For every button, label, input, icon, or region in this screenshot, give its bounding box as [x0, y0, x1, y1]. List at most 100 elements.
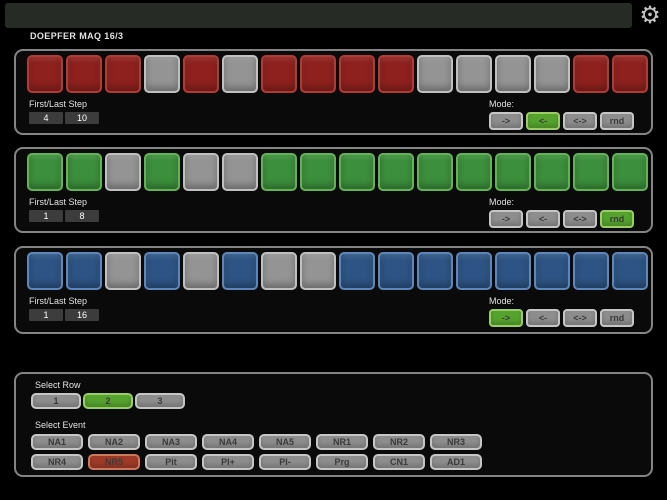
- row-3-step-16[interactable]: [612, 252, 648, 290]
- row-1-step-1[interactable]: [27, 55, 63, 93]
- mode-group: Mode: -> <- <-> rnd: [489, 99, 634, 130]
- row-1-step-4[interactable]: [144, 55, 180, 93]
- row-3-step-10[interactable]: [378, 252, 414, 290]
- row-2-mode-->-button[interactable]: ->: [489, 210, 523, 228]
- last-step-value[interactable]: 8: [65, 210, 99, 222]
- event-NA4-button[interactable]: NA4: [202, 434, 254, 450]
- row-2-step-13[interactable]: [495, 153, 531, 191]
- row-1-step-10[interactable]: [378, 55, 414, 93]
- row-3-step-15[interactable]: [573, 252, 609, 290]
- row-1-step-9[interactable]: [339, 55, 375, 93]
- event-NA3-button[interactable]: NA3: [145, 434, 197, 450]
- first-step-value[interactable]: 1: [29, 309, 63, 321]
- first-last-label: First/Last Step: [29, 197, 88, 207]
- row-3-mode-<--button[interactable]: <-: [526, 309, 560, 327]
- row-3-step-3[interactable]: [105, 252, 141, 290]
- row-1-mode-<->-button[interactable]: <->: [563, 112, 597, 130]
- row-1-step-3[interactable]: [105, 55, 141, 93]
- row-3-step-5[interactable]: [183, 252, 219, 290]
- app-title: DOEPFER MAQ 16/3: [30, 31, 124, 41]
- row-2-step-11[interactable]: [417, 153, 453, 191]
- step-grid: [27, 153, 648, 191]
- event-NA5-button[interactable]: NA5: [259, 434, 311, 450]
- row-3-step-12[interactable]: [456, 252, 492, 290]
- event-Prg-button[interactable]: Prg: [316, 454, 368, 470]
- row-1-step-8[interactable]: [300, 55, 336, 93]
- row-2-step-5[interactable]: [183, 153, 219, 191]
- event-NR4-button[interactable]: NR4: [31, 454, 83, 470]
- step-grid: [27, 55, 648, 93]
- event-Pit-button[interactable]: Pit: [145, 454, 197, 470]
- row-1-step-6[interactable]: [222, 55, 258, 93]
- mode-label: Mode:: [489, 296, 515, 306]
- row-1-step-7[interactable]: [261, 55, 297, 93]
- event-NA2-button[interactable]: NA2: [88, 434, 140, 450]
- settings-button[interactable]: ⚙: [635, 0, 665, 30]
- row-1-step-16[interactable]: [612, 55, 648, 93]
- event-NR3-button[interactable]: NR3: [430, 434, 482, 450]
- row-2-step-3[interactable]: [105, 153, 141, 191]
- row-3-mode-<->-button[interactable]: <->: [563, 309, 597, 327]
- row-1-step-11[interactable]: [417, 55, 453, 93]
- row-2-step-1[interactable]: [27, 153, 63, 191]
- row-2-mode-<--button[interactable]: <-: [526, 210, 560, 228]
- event-NR1-button[interactable]: NR1: [316, 434, 368, 450]
- row-1-step-12[interactable]: [456, 55, 492, 93]
- row-1-step-2[interactable]: [66, 55, 102, 93]
- row-3-step-6[interactable]: [222, 252, 258, 290]
- row-3-step-11[interactable]: [417, 252, 453, 290]
- row-3-mode-->-button[interactable]: ->: [489, 309, 523, 327]
- row-3-step-7[interactable]: [261, 252, 297, 290]
- row-3-step-14[interactable]: [534, 252, 570, 290]
- row-1-step-5[interactable]: [183, 55, 219, 93]
- row-2-step-4[interactable]: [144, 153, 180, 191]
- row-3-mode-rnd-button[interactable]: rnd: [600, 309, 634, 327]
- event-NR2-button[interactable]: NR2: [373, 434, 425, 450]
- row-1-step-15[interactable]: [573, 55, 609, 93]
- select-event-group: Select Event NA1 NA2 NA3 NA4 NA5 NR1 NR2 NR3 NR…: [31, 420, 482, 470]
- event-NA1-button[interactable]: NA1: [31, 434, 83, 450]
- first-last-group: First/Last Step 1 16: [29, 296, 99, 321]
- last-step-value[interactable]: 10: [65, 112, 99, 124]
- row-1-mode-rnd-button[interactable]: rnd: [600, 112, 634, 130]
- first-last-group: First/Last Step 1 8: [29, 197, 99, 222]
- row-1-step-13[interactable]: [495, 55, 531, 93]
- last-step-value[interactable]: 16: [65, 309, 99, 321]
- row-2-step-16[interactable]: [612, 153, 648, 191]
- select-row-1-button[interactable]: 1: [31, 393, 81, 409]
- first-step-value[interactable]: 4: [29, 112, 63, 124]
- row-3-step-1[interactable]: [27, 252, 63, 290]
- row-1-step-14[interactable]: [534, 55, 570, 93]
- first-last-group: First/Last Step 4 10: [29, 99, 99, 124]
- row-2-step-10[interactable]: [378, 153, 414, 191]
- row-3-step-9[interactable]: [339, 252, 375, 290]
- row-2-step-15[interactable]: [573, 153, 609, 191]
- first-last-label: First/Last Step: [29, 296, 88, 306]
- select-row-3-button[interactable]: 3: [135, 393, 185, 409]
- row-1-mode-<--button[interactable]: <-: [526, 112, 560, 130]
- event-CN1-button[interactable]: CN1: [373, 454, 425, 470]
- event-AD1-button[interactable]: AD1: [430, 454, 482, 470]
- row-2-step-7[interactable]: [261, 153, 297, 191]
- row-2-mode-rnd-button[interactable]: rnd: [600, 210, 634, 228]
- row-3-step-2[interactable]: [66, 252, 102, 290]
- first-step-value[interactable]: 1: [29, 210, 63, 222]
- mode-label: Mode:: [489, 197, 515, 207]
- row-2-step-12[interactable]: [456, 153, 492, 191]
- row-2-step-8[interactable]: [300, 153, 336, 191]
- row-3-step-8[interactable]: [300, 252, 336, 290]
- row-2-step-2[interactable]: [66, 153, 102, 191]
- row-2-step-14[interactable]: [534, 153, 570, 191]
- event-NR5-button[interactable]: NR5: [88, 454, 140, 470]
- row-2-mode-<->-button[interactable]: <->: [563, 210, 597, 228]
- row-2-step-6[interactable]: [222, 153, 258, 191]
- event-PI--button[interactable]: PI-: [259, 454, 311, 470]
- row-3-step-13[interactable]: [495, 252, 531, 290]
- window-title-bar: [5, 3, 632, 28]
- row-3-step-4[interactable]: [144, 252, 180, 290]
- row-1-mode-->-button[interactable]: ->: [489, 112, 523, 130]
- event-PI+-button[interactable]: PI+: [202, 454, 254, 470]
- select-row-2-button[interactable]: 2: [83, 393, 133, 409]
- row-2-step-9[interactable]: [339, 153, 375, 191]
